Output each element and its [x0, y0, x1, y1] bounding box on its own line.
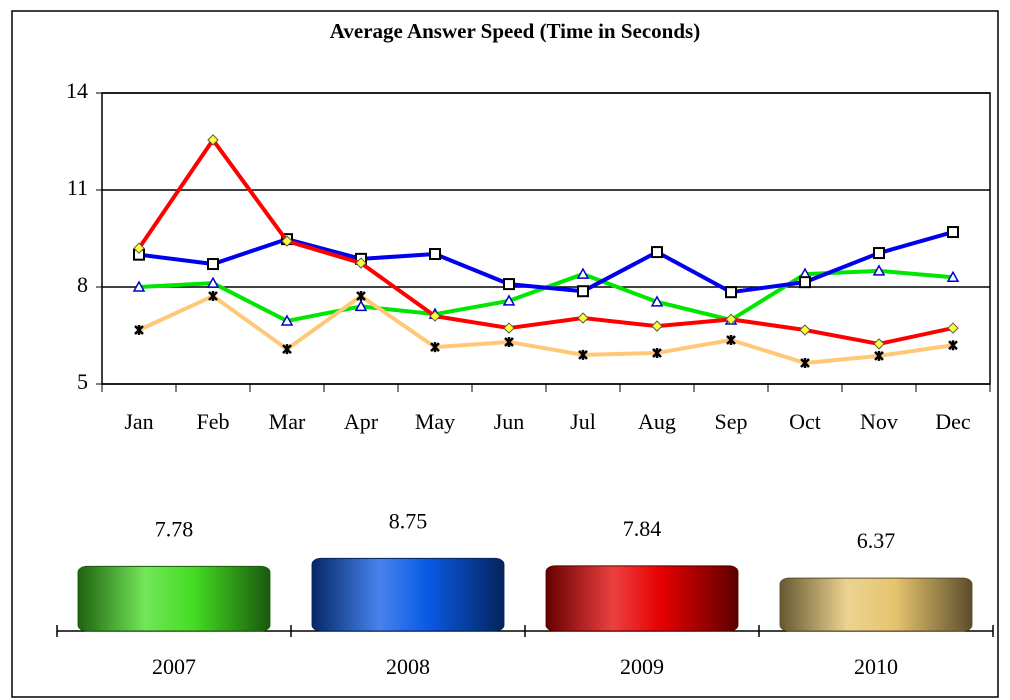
marker	[430, 342, 440, 353]
y-tick-label: 14	[66, 78, 88, 103]
marker	[207, 134, 219, 146]
marker	[577, 285, 589, 298]
marker	[429, 310, 441, 322]
y-tick-label: 8	[77, 272, 88, 297]
marker	[134, 325, 144, 336]
marker	[873, 338, 885, 350]
x-tick-label: Aug	[638, 409, 676, 434]
marker	[578, 349, 588, 360]
marker	[356, 291, 366, 302]
marker	[133, 242, 145, 254]
marker	[206, 276, 220, 288]
marker	[873, 247, 885, 260]
series-line	[138, 268, 954, 323]
x-tick-label: Feb	[197, 409, 230, 434]
y-tick-label: 11	[67, 175, 88, 200]
marker	[947, 226, 959, 239]
marker	[429, 248, 441, 261]
series-line	[138, 294, 954, 365]
marker	[799, 276, 811, 289]
x-tick-label: Apr	[344, 409, 379, 434]
marker	[208, 291, 218, 302]
marker	[800, 357, 810, 368]
marker	[652, 347, 662, 358]
marker	[503, 322, 515, 334]
marker	[355, 257, 367, 269]
x-tick-label: Mar	[269, 409, 306, 434]
data-label: 7.78	[155, 516, 194, 541]
bar	[779, 577, 973, 632]
marker	[946, 270, 960, 283]
marker	[726, 335, 736, 346]
marker	[207, 258, 219, 271]
marker	[132, 280, 146, 292]
marker	[502, 294, 516, 306]
x-tick-label: Sep	[715, 409, 748, 434]
x-tick-label: 2007	[152, 654, 196, 679]
data-label: 7.84	[623, 516, 662, 541]
x-tick-label: Jun	[494, 409, 525, 434]
series-line	[137, 137, 954, 346]
x-tick-label: 2009	[620, 654, 664, 679]
x-tick-label: 2008	[386, 654, 430, 679]
marker	[650, 295, 664, 307]
marker	[503, 278, 515, 291]
y-tick-label: 5	[77, 369, 88, 394]
marker	[281, 235, 293, 247]
marker	[576, 267, 590, 279]
x-tick-label: Oct	[789, 409, 821, 434]
bar	[77, 565, 271, 632]
marker	[872, 264, 886, 276]
chart-title: Average Answer Speed (Time in Seconds)	[330, 19, 700, 43]
marker	[651, 320, 663, 332]
marker	[504, 336, 514, 347]
x-tick-label: Jan	[124, 409, 153, 434]
frame	[11, 10, 999, 698]
marker	[280, 314, 294, 326]
marker	[874, 350, 884, 361]
marker	[354, 299, 368, 312]
x-tick-label: 2010	[854, 654, 898, 679]
data-label: 6.37	[857, 528, 896, 553]
marker	[948, 340, 958, 351]
x-tick-label: Jul	[570, 409, 596, 434]
marker	[947, 322, 959, 334]
marker	[725, 313, 737, 326]
marker	[799, 324, 811, 336]
x-tick-label: Dec	[935, 409, 971, 434]
marker	[725, 286, 737, 299]
data-label: 8.75	[389, 508, 428, 533]
bar	[545, 565, 739, 632]
x-tick-label: May	[415, 409, 455, 434]
marker	[651, 246, 663, 259]
marker	[282, 344, 292, 355]
x-tick-label: Nov	[860, 409, 898, 434]
bar	[311, 557, 505, 632]
marker	[577, 312, 589, 324]
series-line	[138, 230, 954, 295]
